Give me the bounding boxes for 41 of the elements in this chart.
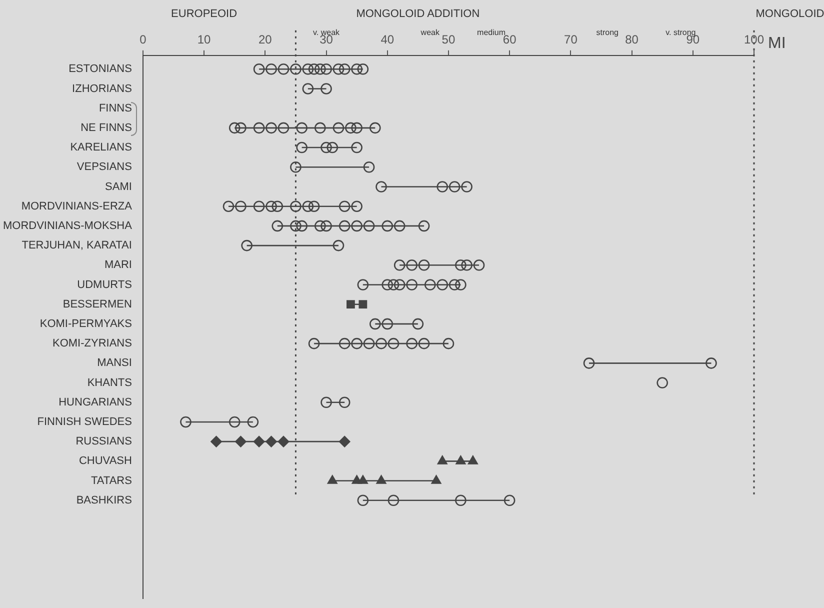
y-tick-label: KARELIANS [70, 142, 132, 154]
x-tick-label: 100 [744, 32, 764, 47]
text: medium [477, 28, 506, 37]
x-tick-label: 70 [564, 32, 578, 47]
y-tick-label: MANSI [97, 357, 132, 370]
text: EUROPEOID [171, 8, 238, 20]
y-tick-label: VEPSIANS [76, 161, 132, 174]
y-tick-label: IZHORIANS [72, 82, 132, 95]
x-axis-title: MI [768, 34, 786, 52]
y-tick-label: FINNS [98, 102, 132, 114]
y-tick-label: TERJUHAN, KARATAI [22, 240, 132, 252]
y-tick-label: SAMI [105, 180, 132, 193]
x-tick-label: 80 [625, 32, 639, 47]
y-tick-label: ESTONIANS [68, 63, 132, 76]
y-tick-label: CHUVASH [78, 455, 132, 468]
text: v. weak [313, 28, 340, 37]
y-tick-label: FINNISH SWEDES [37, 416, 132, 428]
y-tick-label: BESSERMEN [62, 298, 132, 310]
y-tick-label: RUSSIANS [76, 436, 132, 448]
x-tick-label: 50 [442, 32, 456, 47]
y-tick-label: TATARS [91, 474, 132, 487]
x-tick-label: 0 [140, 32, 147, 47]
x-tick-label: 60 [502, 32, 517, 47]
x-tick-label: 10 [197, 32, 212, 47]
y-tick-label: MARI [104, 259, 132, 272]
text: MONGOLOID [756, 8, 824, 20]
text: strong [596, 28, 618, 37]
text: MONGOLOID ADDITION [356, 8, 480, 20]
text: v. strong [666, 28, 696, 37]
y-tick-label: KHANTS [87, 376, 132, 389]
y-tick-label: KOMI-ZYRIANS [52, 338, 132, 350]
x-tick-label: 20 [258, 32, 272, 47]
y-tick-label: UDMURTS [77, 278, 132, 291]
x-tick-label: 40 [380, 32, 394, 47]
y-tick-label: NE FINNS [80, 122, 132, 134]
y-tick-label: MORDVINIANS-ERZA [21, 200, 133, 212]
y-tick-label: HUNGARIANS [58, 396, 132, 408]
text: weak [420, 28, 440, 37]
y-tick-label: BASHKIRS [76, 494, 132, 506]
y-tick-label: KOMI-PERMYAKS [40, 318, 132, 330]
y-tick-label: MORDVINIANS-MOKSHA [2, 220, 133, 232]
